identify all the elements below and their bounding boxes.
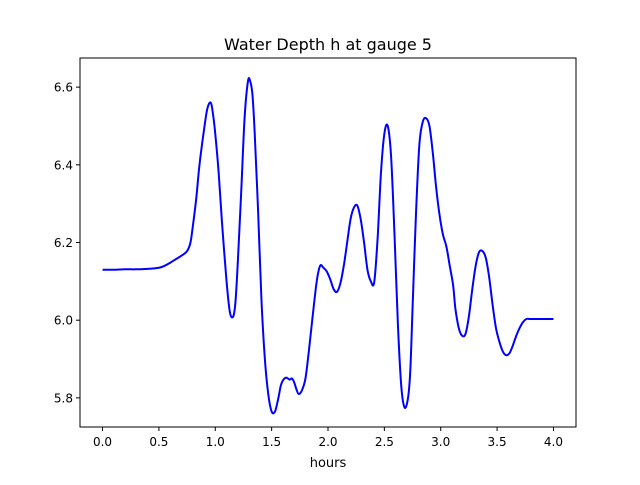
x-tick-label: 0.0 — [93, 435, 112, 449]
x-tick-label: 2.0 — [318, 435, 337, 449]
series-layer — [102, 77, 554, 415]
y-tick-label: 6.6 — [54, 81, 73, 95]
x-tick-label: 3.0 — [431, 435, 450, 449]
x-tick-label: 2.5 — [375, 435, 394, 449]
y-axis: 5.8 6.0 6.2 6.4 6.6 — [54, 81, 80, 405]
series-line — [102, 77, 554, 415]
x-tick-label: 1.0 — [206, 435, 225, 449]
x-tick-label: 4.0 — [544, 435, 563, 449]
y-tick-label: 6.4 — [54, 158, 73, 172]
x-tick-label: 3.5 — [488, 435, 507, 449]
x-tick-label: 1.5 — [262, 435, 281, 449]
chart-title: Water Depth h at gauge 5 — [224, 35, 432, 54]
y-tick-label: 5.8 — [54, 391, 73, 405]
x-axis-label: hours — [310, 456, 347, 471]
y-tick-label: 6.2 — [54, 236, 73, 250]
y-tick-label: 6.0 — [54, 314, 73, 328]
x-tick-label: 0.5 — [149, 435, 168, 449]
plot-area-frame — [79, 57, 577, 428]
x-axis: 0.0 0.5 1.0 1.5 2.0 2.5 3.0 3.5 4.0 — [93, 427, 563, 449]
